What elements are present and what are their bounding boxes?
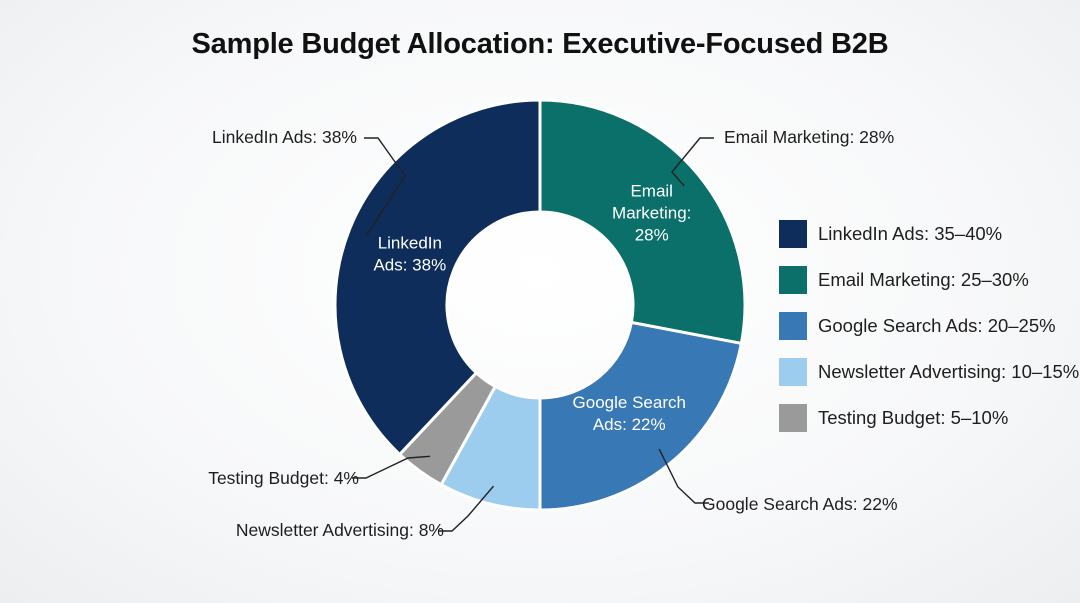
inside-label-google: Google Search Ads: 22%: [573, 393, 686, 434]
slices-layer: LinkedIn Ads: 38% Email Marketing: 28% Google…: [333, 98, 747, 512]
legend-item: Google Search Ads: 20–25%: [779, 303, 1079, 349]
inside-label-line: Marketing:: [612, 204, 691, 223]
callouts-layer: LinkedIn Ads: 38% Email Marketing: 28% Goo…: [208, 127, 897, 540]
legend-label: Testing Budget: 5–10%: [818, 407, 1009, 428]
legend-swatch: [779, 220, 807, 248]
legend-swatch: [779, 404, 807, 432]
inside-label-line: 28%: [635, 226, 669, 245]
legend-label: Newsletter Advertising: 10–15%: [818, 361, 1080, 382]
inside-label-line: LinkedIn: [378, 233, 442, 252]
inside-label-linkedin: LinkedIn Ads: 38%: [373, 233, 446, 274]
callout-line-email: [671, 137, 714, 187]
callout-label-newsletter: Newsletter Advertising: 8%: [236, 520, 444, 540]
chart-title: Sample Budget Allocation: Executive-Focu…: [191, 28, 889, 60]
callout-label-testing: Testing Budget: 4%: [208, 468, 359, 488]
callout-line-testing: [352, 455, 431, 479]
slice-google: [538, 320, 744, 512]
callout-label-linkedin: LinkedIn Ads: 38%: [212, 127, 357, 147]
inside-label-line: Ads: 38%: [373, 255, 446, 274]
legend-swatch: [779, 266, 807, 294]
inside-label-line: Email: [630, 182, 673, 201]
legend-swatch: [779, 312, 807, 340]
inside-label-line: Ads: 22%: [593, 415, 666, 434]
callout-line-google: [658, 448, 709, 504]
chart-legend: LinkedIn Ads: 35–40% Email Marketing: 25–…: [779, 211, 1079, 441]
inside-label-line: Google Search: [573, 393, 686, 412]
legend-item: Testing Budget: 5–10%: [779, 395, 1079, 441]
callout-line-linkedin: [364, 137, 406, 237]
legend-swatch: [779, 358, 807, 386]
legend-label: LinkedIn Ads: 35–40%: [818, 223, 1003, 244]
legend-label: Email Marketing: 25–30%: [818, 269, 1029, 290]
callout-label-email: Email Marketing: 28%: [724, 127, 894, 147]
slice-email: [538, 98, 747, 346]
slice-linkedin: [333, 98, 542, 457]
legend-item: Newsletter Advertising: 10–15%: [779, 349, 1079, 395]
callout-line-newsletter: [438, 485, 495, 532]
legend-item: LinkedIn Ads: 35–40%: [779, 211, 1079, 257]
inside-label-email: Email Marketing: 28%: [612, 182, 691, 245]
callout-label-google: Google Search Ads: 22%: [702, 494, 898, 514]
legend-item: Email Marketing: 25–30%: [779, 257, 1079, 303]
legend-label: Google Search Ads: 20–25%: [818, 315, 1056, 336]
